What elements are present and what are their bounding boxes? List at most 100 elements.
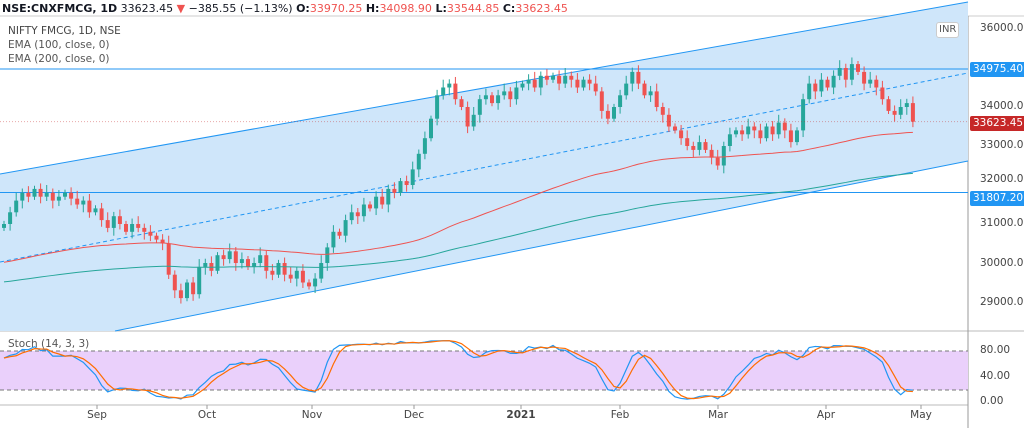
candle-body xyxy=(612,107,616,119)
candle-body xyxy=(770,126,775,135)
price-tick: 34000.00 xyxy=(980,100,1024,112)
time-tick: 2021 xyxy=(506,409,536,421)
candle-body xyxy=(825,79,830,88)
candle-body xyxy=(459,99,464,107)
candle-body xyxy=(740,130,745,135)
candle-body xyxy=(422,138,427,154)
candle-body xyxy=(465,107,470,127)
candle-body xyxy=(813,83,818,92)
candle-body xyxy=(325,247,330,263)
candle-body xyxy=(892,110,897,115)
candle-body xyxy=(843,68,848,80)
time-tick: Oct xyxy=(197,409,217,421)
candle-body xyxy=(801,99,806,131)
stoch-label[interactable]: Stoch (14, 3, 3) xyxy=(8,338,90,350)
candle-body xyxy=(673,126,677,131)
low-value: 33544.85 xyxy=(446,2,500,15)
candle-body xyxy=(776,122,781,135)
candle-body xyxy=(160,239,165,244)
candle-body xyxy=(264,255,269,271)
legend-ema100[interactable]: EMA (100, close, 0) xyxy=(8,39,110,51)
candle-body xyxy=(508,91,513,100)
candle-body xyxy=(203,263,208,267)
ema200-line xyxy=(3,172,913,283)
candle-body xyxy=(276,263,281,275)
candle-body xyxy=(252,263,257,267)
stoch-band xyxy=(0,351,968,390)
stoch-k-line xyxy=(3,340,913,400)
price-change: −385.55 (−1.13%) xyxy=(188,2,293,15)
candle-body xyxy=(2,224,6,228)
time-tick: Nov xyxy=(301,409,323,421)
price-tick: 31000.00 xyxy=(980,217,1024,229)
candle-body xyxy=(599,91,604,111)
open-value: 33970.25 xyxy=(309,2,363,15)
candle-body xyxy=(587,79,592,84)
candle-body xyxy=(642,83,647,96)
candle-body xyxy=(313,278,318,287)
candle-body xyxy=(752,126,757,131)
legend-title[interactable]: NIFTY FMCG, 1D, NSE xyxy=(8,25,121,37)
candle-body xyxy=(117,216,122,224)
price-tick: 29000.00 xyxy=(980,296,1024,308)
open-label: O: xyxy=(296,2,310,15)
candle-body xyxy=(849,64,854,80)
candle-body xyxy=(288,274,293,279)
candle-body xyxy=(331,231,336,248)
candle-body xyxy=(81,200,86,205)
candle-body xyxy=(38,188,43,197)
candle-body xyxy=(691,146,696,150)
candle-body xyxy=(404,181,409,185)
candle-body xyxy=(191,282,196,295)
candle-body xyxy=(447,83,452,88)
symbol-name: NSE:CNXFMCG, 1D xyxy=(2,2,118,15)
candle-body xyxy=(136,224,141,228)
candle-body xyxy=(435,95,440,119)
close-value: 33623.45 xyxy=(515,2,568,15)
candle-body xyxy=(374,196,379,209)
legend-ema200[interactable]: EMA (200, close, 0) xyxy=(8,53,110,65)
stoch-tick: 80.00 xyxy=(980,344,1011,356)
channel-mid-line xyxy=(0,72,969,263)
candle-body xyxy=(239,259,244,263)
candle-body xyxy=(349,212,354,221)
candle-body xyxy=(26,192,31,197)
candle-body xyxy=(50,192,55,201)
candle-body xyxy=(782,122,787,131)
candle-body xyxy=(178,290,183,299)
candle-body xyxy=(294,270,299,279)
candle-body xyxy=(99,208,104,221)
candle-body xyxy=(727,134,732,146)
candle-body xyxy=(258,255,263,263)
candle-body xyxy=(734,130,738,135)
candle-body xyxy=(886,99,891,111)
candle-body xyxy=(221,255,226,260)
candle-body xyxy=(880,87,885,100)
candle-body xyxy=(14,200,19,213)
candle-body xyxy=(679,130,684,139)
candle-body xyxy=(355,212,360,217)
upper-line-price-tag: 34975.40 xyxy=(970,62,1024,77)
candle-body xyxy=(807,83,812,100)
stoch-tick: 40.00 xyxy=(980,370,1011,382)
candle-body xyxy=(837,68,842,76)
currency-badge[interactable]: INR xyxy=(936,22,960,38)
candle-body xyxy=(496,95,501,104)
time-tick: Apr xyxy=(816,409,836,421)
price-tick: 36000.00 xyxy=(980,22,1024,34)
candle-body xyxy=(166,243,171,275)
candle-body xyxy=(111,216,116,228)
candle-body xyxy=(654,91,659,107)
candle-body xyxy=(490,95,494,104)
high-label: H: xyxy=(365,2,380,15)
candle-body xyxy=(703,142,708,150)
candle-body xyxy=(343,220,348,236)
channel-fill xyxy=(0,2,968,331)
candle-body xyxy=(575,79,580,88)
candle-body xyxy=(593,83,598,92)
candle-body xyxy=(429,118,433,139)
candle-body xyxy=(270,270,275,275)
high-value: 34098.90 xyxy=(379,2,432,15)
candle-body xyxy=(282,263,287,275)
